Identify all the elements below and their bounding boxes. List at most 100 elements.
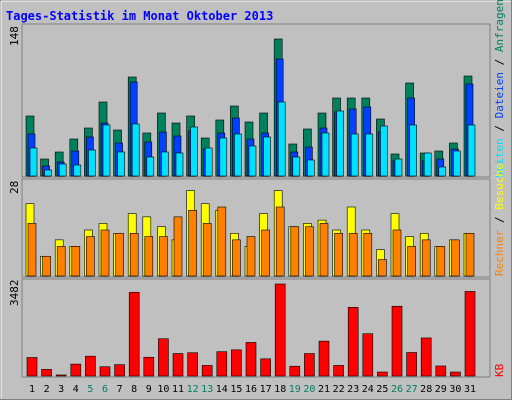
day-label: 9: [146, 384, 152, 395]
kb-kb-bar: [41, 369, 52, 377]
day-label: 20: [303, 384, 315, 395]
kb-kb-bar: [70, 363, 82, 377]
visits-rechner-bar: [129, 232, 139, 277]
kb-kb-bar: [362, 333, 374, 377]
legend-besuche: Besuche: [493, 163, 506, 209]
requests-seiten-bar: [29, 147, 38, 177]
visits-rechner-bar: [378, 259, 387, 277]
kb-kb-bar: [99, 366, 111, 377]
visits-rechner-bar: [115, 232, 124, 277]
kb-kb-bar: [464, 291, 476, 377]
requests-seiten-bar: [204, 147, 213, 177]
requests-seiten-bar: [73, 164, 82, 177]
visits-rechner-bar: [451, 239, 460, 277]
requests-seiten-bar: [263, 136, 271, 177]
visits-rechner-bar: [363, 232, 373, 277]
kb-kb-bar: [231, 349, 242, 377]
kb-kb-bar: [318, 340, 330, 377]
visits-rechner-bar: [56, 246, 66, 277]
requests-seiten-bar: [467, 124, 476, 177]
legend-rechner: Rechner: [493, 229, 506, 276]
requests-seiten-bar: [394, 158, 403, 177]
visits-rechner-bar: [436, 246, 446, 277]
kb-kb-bar: [289, 365, 301, 377]
kb-kb-bar: [435, 365, 447, 377]
requests-axis-max-label: 148: [8, 26, 21, 46]
day-label: 18: [274, 384, 286, 395]
visits-rechner-bar: [42, 255, 51, 277]
visits-rechner-bar: [100, 229, 110, 277]
visits-rechner-bar: [232, 239, 241, 277]
day-label: 16: [245, 384, 257, 395]
day-label: 4: [73, 384, 79, 395]
day-label: 14: [216, 384, 228, 395]
requests-seiten-bar: [117, 151, 125, 177]
kb-kb-bar: [172, 353, 184, 377]
visits-rechner-bar: [275, 206, 285, 277]
visits-rechner-bar: [71, 246, 81, 277]
requests-seiten-bar: [409, 124, 417, 177]
kb-kb-bar: [114, 364, 125, 377]
visits-rechner-bar: [407, 246, 416, 277]
requests-seiten-bar: [175, 152, 184, 177]
day-label: 31: [464, 384, 476, 395]
visits-rechner-bar: [290, 226, 300, 277]
visits-rechner-bar: [246, 236, 256, 277]
legend-sep-1: /: [493, 118, 506, 138]
visits-rechner-bar: [173, 216, 183, 277]
day-label: 1: [29, 384, 35, 395]
visits-rechner-bar: [305, 226, 314, 277]
legend-anfragen: Anfragen: [493, 0, 506, 52]
requests-seiten-bar: [336, 110, 344, 177]
day-label: 6: [102, 384, 108, 395]
visits-rechner-bar: [217, 206, 227, 277]
kb-kb-bar: [55, 374, 67, 377]
visits-rechner-bar: [319, 223, 329, 277]
day-label: 13: [201, 384, 213, 395]
day-label: 21: [318, 384, 330, 395]
requests-seiten-bar: [131, 123, 140, 177]
visits-rechner-bar: [86, 236, 95, 277]
legend-kb: KB: [493, 363, 506, 377]
kb-bars: [26, 283, 476, 377]
visits-rechner-bar: [334, 232, 343, 277]
requests-seiten-bar: [44, 169, 52, 177]
kb-kb-bar: [26, 357, 38, 377]
kb-kb-bar: [420, 337, 432, 377]
day-label: 22: [333, 384, 345, 395]
kb-kb-bar: [377, 371, 388, 377]
kb-kb-bar: [216, 351, 228, 377]
kb-kb-bar: [85, 355, 96, 377]
visits-rechner-bar: [261, 229, 270, 277]
kb-kb-bar: [391, 305, 403, 377]
requests-seiten-bar: [88, 149, 96, 177]
kb-kb-bar: [274, 283, 286, 377]
day-label: 3: [58, 384, 64, 395]
requests-seiten-bar: [190, 126, 198, 177]
kb-kb-bar: [347, 307, 359, 377]
requests-seiten-bar: [292, 156, 301, 177]
requests-seiten-bar: [102, 124, 111, 177]
day-label: 7: [117, 384, 123, 395]
day-label: 10: [157, 384, 169, 395]
day-label: 30: [449, 384, 461, 395]
day-label: 8: [131, 384, 137, 395]
requests-seiten-bar: [146, 156, 155, 177]
requests-seiten-bar: [307, 159, 315, 177]
requests-seiten-bar: [248, 145, 257, 177]
day-label: 2: [44, 384, 50, 395]
requests-seiten-bar: [277, 101, 286, 177]
day-label: 12: [187, 384, 199, 395]
requests-seiten-bar: [453, 150, 461, 177]
chart-title: Tages-Statistik im Monat Oktober 2013: [6, 9, 273, 23]
day-label: 24: [362, 384, 374, 395]
day-label: 27: [406, 384, 418, 395]
day-label: 25: [376, 384, 388, 395]
kb-kb-bar: [406, 352, 417, 377]
kb-kb-bar: [304, 353, 315, 377]
day-label: 28: [420, 384, 432, 395]
kb-kb-bar: [333, 365, 344, 377]
requests-bars: [25, 38, 476, 177]
day-label: 26: [391, 384, 403, 395]
